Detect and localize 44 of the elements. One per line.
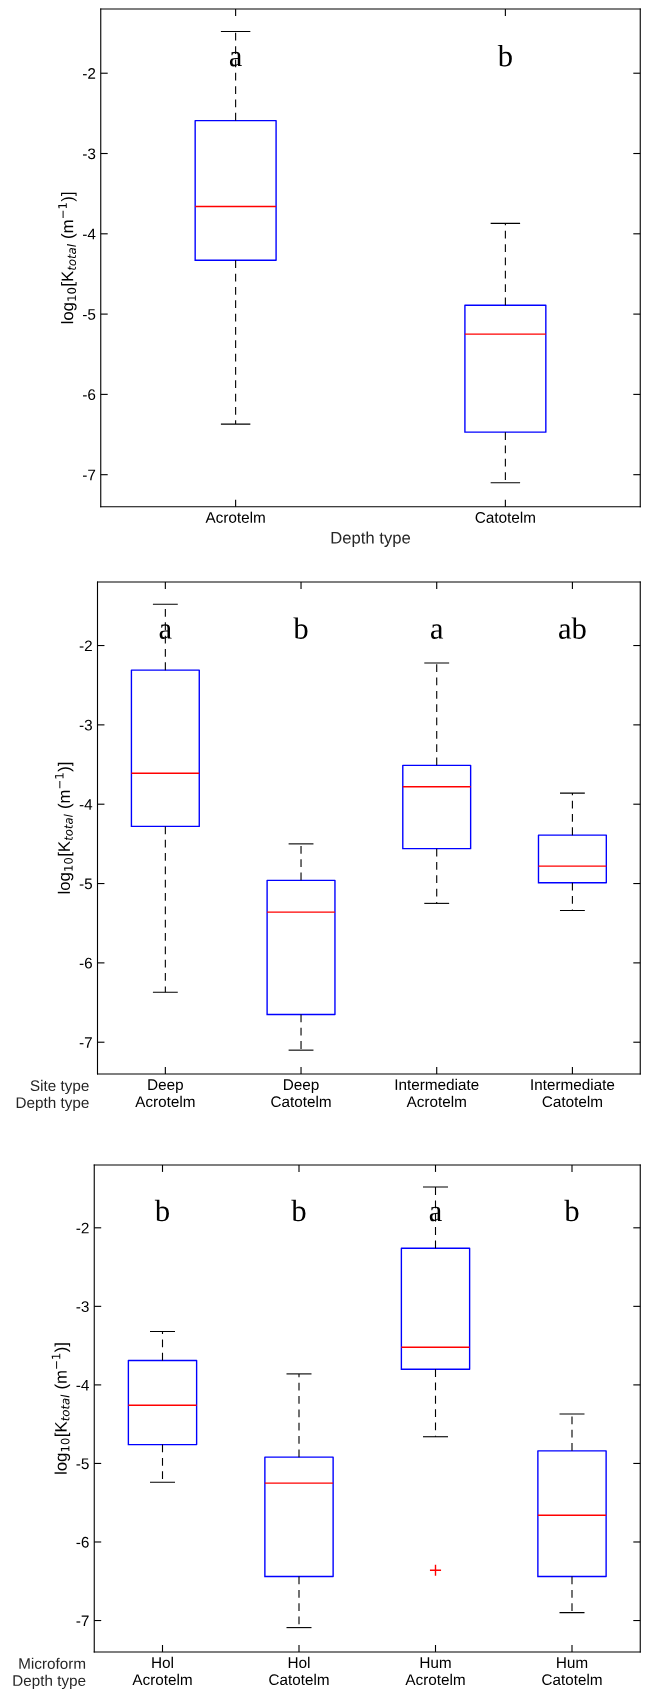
annotation: a (431, 624, 444, 639)
y-tick-label: -2 (79, 640, 92, 652)
y-tick-label: -7 (79, 1037, 92, 1048)
y-axis-title: log$_{10}$[K$_{total}$ (m$^{−1}$)] (58, 192, 77, 324)
annotation: b (154, 1199, 169, 1222)
y-axis-title: log$_{10}$[K$_{total}$ (m$^{−1}$)] (51, 1343, 71, 1474)
annotation: ab (559, 617, 586, 639)
y-tick-label: -2 (76, 1222, 89, 1234)
y-tick-label: -2 (82, 68, 96, 79)
y-tick-label: -4 (76, 1379, 89, 1391)
y-tick-label: -4 (79, 799, 93, 810)
x-tick-label: Hum Catotelm (542, 1657, 602, 1686)
x-tick-label: Intermediate Acrotelm (395, 1078, 479, 1108)
y-tick-label: -5 (82, 309, 96, 320)
x-axis-title: Site type Depth type (16, 1079, 89, 1112)
y-tick-label: -3 (76, 1301, 89, 1313)
annotation: b (293, 617, 308, 639)
y-tick-label: -6 (79, 957, 92, 969)
annotation: b (564, 1199, 579, 1222)
y-tick-label: -7 (82, 469, 96, 481)
y-tick-label: -3 (82, 148, 96, 160)
y-tick-label: -6 (82, 389, 96, 401)
y-tick-label: -4 (82, 228, 96, 240)
x-axis-title: Microform Depth type (13, 1657, 86, 1690)
annotation: a (159, 624, 172, 639)
x-tick-label: Hol Acrotelm (132, 1656, 192, 1686)
y-tick-label: -5 (79, 878, 92, 890)
x-tick-label: Catotelm (475, 511, 535, 523)
x-tick-label: Acrotelm (205, 511, 265, 523)
annotation: b (291, 1199, 306, 1222)
x-axis-title: Depth type (331, 531, 411, 547)
x-tick-label: Intermediate Catotelm (531, 1078, 615, 1108)
annotation: b (497, 44, 512, 67)
y-axis-title: log$_{10}$[K$_{total}$ (m$^{−1}$)] (55, 762, 74, 894)
y-tick-label: -7 (76, 1615, 89, 1627)
annotation: a (229, 51, 242, 67)
x-tick-label: Hol Catotelm (269, 1656, 329, 1686)
y-tick-label: -3 (79, 719, 92, 731)
x-tick-label: Hum Acrotelm (405, 1657, 465, 1686)
y-tick-label: -5 (76, 1458, 89, 1470)
x-tick-label: Deep Acrotelm (135, 1079, 195, 1108)
y-tick-label: -6 (76, 1536, 89, 1548)
annotation: a (429, 1206, 442, 1222)
x-tick-label: Deep Catotelm (271, 1079, 331, 1108)
